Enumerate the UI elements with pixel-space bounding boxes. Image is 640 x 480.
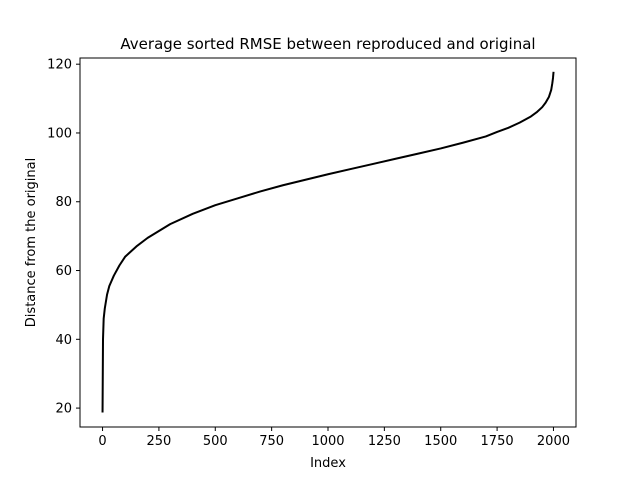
y-tick-label: 120 bbox=[47, 58, 72, 73]
data-point bbox=[372, 163, 374, 165]
data-point bbox=[327, 173, 329, 175]
data-point bbox=[519, 122, 521, 124]
series-line-0 bbox=[101, 71, 555, 413]
data-point bbox=[259, 190, 261, 193]
data-point bbox=[544, 102, 547, 104]
x-tick-label: 1500 bbox=[424, 434, 457, 449]
data-point bbox=[551, 82, 553, 84]
data-point bbox=[106, 294, 108, 296]
data-point bbox=[548, 96, 550, 98]
chart-title: Average sorted RMSE between reproduced a… bbox=[120, 35, 535, 53]
x-axis-label: Index bbox=[310, 456, 346, 471]
data-point bbox=[104, 307, 106, 309]
ticks-layer: 0 250 500 750 1000 1250 1500 1750 2000 20 40 60 80 10… bbox=[47, 58, 570, 449]
y-tick-label: 60 bbox=[55, 264, 72, 279]
plot-frame bbox=[79, 57, 577, 428]
y-axis-label: Distance from the original bbox=[24, 158, 39, 327]
data-point bbox=[530, 115, 532, 118]
data-point bbox=[118, 264, 121, 266]
y-tick-label: 20 bbox=[55, 402, 72, 417]
data-point bbox=[108, 285, 110, 287]
data-point bbox=[113, 275, 115, 277]
data-point bbox=[102, 338, 104, 340]
x-tick-label: 1250 bbox=[368, 434, 401, 449]
data-point bbox=[169, 223, 171, 225]
data-point bbox=[541, 106, 543, 108]
data-point bbox=[395, 158, 397, 160]
data-point bbox=[304, 179, 307, 181]
data-point bbox=[552, 77, 554, 79]
y-tick-label: 40 bbox=[55, 333, 72, 348]
x-tick-label: 0 bbox=[98, 434, 106, 449]
x-tick-label: 750 bbox=[259, 434, 284, 449]
data-point bbox=[440, 147, 442, 150]
data-point bbox=[158, 230, 160, 232]
x-tick-label: 500 bbox=[203, 434, 228, 449]
data-point bbox=[282, 184, 284, 186]
data-point bbox=[535, 111, 538, 113]
data-point bbox=[349, 168, 352, 170]
data-point bbox=[485, 135, 487, 138]
data-point bbox=[110, 280, 113, 282]
data-point bbox=[507, 127, 509, 129]
data-point bbox=[135, 245, 137, 248]
plot-background bbox=[80, 58, 576, 427]
x-tick-label: 250 bbox=[146, 434, 171, 449]
y-tick-label: 100 bbox=[47, 126, 72, 141]
x-tick-label: 1750 bbox=[481, 434, 514, 449]
data-point bbox=[192, 213, 194, 215]
data-point bbox=[103, 318, 105, 320]
data-point bbox=[552, 72, 555, 74]
data-point bbox=[462, 142, 464, 144]
data-point bbox=[496, 131, 498, 133]
data-point bbox=[417, 153, 419, 155]
x-tick-label: 2000 bbox=[537, 434, 570, 449]
data-point bbox=[550, 89, 552, 91]
data-point bbox=[147, 237, 149, 239]
data-point bbox=[214, 204, 216, 206]
series-layer bbox=[101, 71, 555, 413]
data-point bbox=[101, 410, 104, 413]
x-tick-label: 1000 bbox=[311, 434, 344, 449]
y-tick-label: 80 bbox=[55, 195, 72, 210]
data-point bbox=[237, 197, 239, 199]
data-point bbox=[124, 256, 126, 258]
